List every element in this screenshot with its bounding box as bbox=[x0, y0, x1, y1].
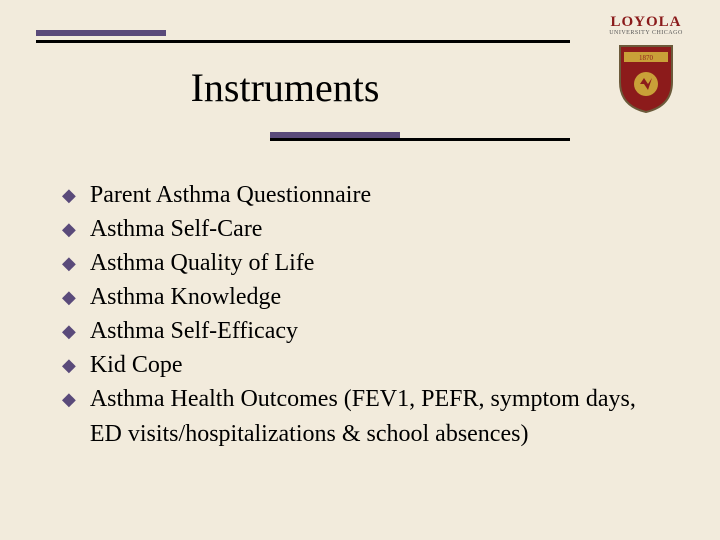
logo-subtitle: UNIVERSITY CHICAGO bbox=[592, 30, 700, 36]
list-item-text: Kid Cope bbox=[90, 348, 652, 382]
list-item-text: Asthma Knowledge bbox=[90, 280, 652, 314]
bullet-icon: ◆ bbox=[62, 217, 76, 243]
university-logo: LOYOLA UNIVERSITY CHICAGO 1870 bbox=[592, 14, 700, 119]
logo-name: LOYOLA bbox=[592, 14, 700, 31]
bullet-list: ◆ Parent Asthma Questionnaire ◆ Asthma S… bbox=[62, 178, 652, 451]
shield-icon: 1870 bbox=[616, 42, 676, 114]
bullet-icon: ◆ bbox=[62, 387, 76, 413]
svg-text:1870: 1870 bbox=[639, 54, 654, 62]
list-item-text: Asthma Health Outcomes (FEV1, PEFR, symp… bbox=[90, 382, 652, 450]
bullet-icon: ◆ bbox=[62, 285, 76, 311]
list-item-text: Asthma Quality of Life bbox=[90, 246, 652, 280]
list-item-text: Asthma Self-Efficacy bbox=[90, 314, 652, 348]
list-item: ◆ Asthma Self-Care bbox=[62, 212, 652, 246]
list-item: ◆ Parent Asthma Questionnaire bbox=[62, 178, 652, 212]
list-item: ◆ Kid Cope bbox=[62, 348, 652, 382]
bullet-icon: ◆ bbox=[62, 251, 76, 277]
list-item: ◆ Asthma Quality of Life bbox=[62, 246, 652, 280]
top-horizontal-rule bbox=[36, 40, 570, 43]
page-title: Instruments bbox=[0, 64, 570, 111]
list-item-text: Asthma Self-Care bbox=[90, 212, 652, 246]
bullet-icon: ◆ bbox=[62, 353, 76, 379]
bullet-icon: ◆ bbox=[62, 319, 76, 345]
mid-horizontal-rule bbox=[270, 138, 570, 141]
top-accent-bar bbox=[36, 30, 166, 36]
list-item: ◆ Asthma Knowledge bbox=[62, 280, 652, 314]
bullet-icon: ◆ bbox=[62, 183, 76, 209]
list-item-text: Parent Asthma Questionnaire bbox=[90, 178, 652, 212]
list-item: ◆ Asthma Health Outcomes (FEV1, PEFR, sy… bbox=[62, 382, 652, 450]
list-item: ◆ Asthma Self-Efficacy bbox=[62, 314, 652, 348]
